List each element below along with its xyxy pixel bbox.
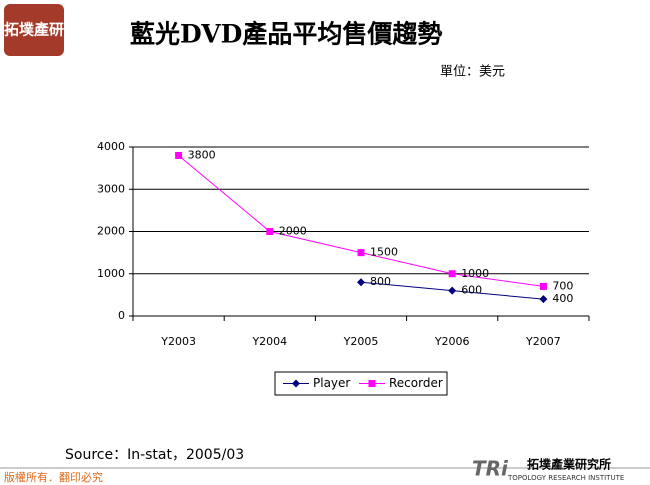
marker [539,282,547,290]
data-label: 400 [552,292,573,305]
data-label: 3800 [188,148,216,161]
institute-name: 拓墣產業研究所 [527,457,611,472]
data-label: 700 [552,279,573,292]
marker [539,295,548,304]
marker [175,151,183,159]
marker [357,249,365,257]
logo-box [4,4,64,56]
x-tick-label: Y2007 [525,335,561,348]
data-label: 1000 [461,267,489,280]
y-tick-label: 1000 [97,267,125,280]
unit-label: 單位：美元 [440,65,505,80]
y-tick-label: 3000 [97,182,125,195]
data-label: 1500 [370,246,398,259]
marker [292,379,300,388]
marker [448,270,456,278]
institute-mark: TRi [472,457,509,481]
marker [368,380,376,387]
marker [448,286,457,295]
legend-label: Player [313,376,350,390]
legend-label: Recorder [389,376,443,390]
data-label: 600 [461,284,482,297]
marker [357,278,365,287]
logo: 拓墣產研 [4,21,64,39]
institute-english: TOPOLOGY RESEARCH INSTITUTE [507,474,624,482]
data-label: 800 [370,275,391,288]
x-tick-label: Y2004 [251,335,287,348]
y-tick-label: 4000 [97,140,125,153]
y-tick-label: 0 [118,309,125,322]
data-label: 2000 [279,225,307,238]
footer: 版權所有．翻印必究 [4,470,103,484]
y-tick-label: 2000 [97,225,125,238]
x-tick-label: Y2003 [160,335,196,348]
x-tick-label: Y2006 [434,335,470,348]
slide-title: 藍光DVD產品平均售價趨勢 [130,20,442,49]
source: Source：In-stat，2005/03 [65,447,244,463]
marker [266,228,274,235]
x-tick-label: Y2005 [343,335,379,348]
